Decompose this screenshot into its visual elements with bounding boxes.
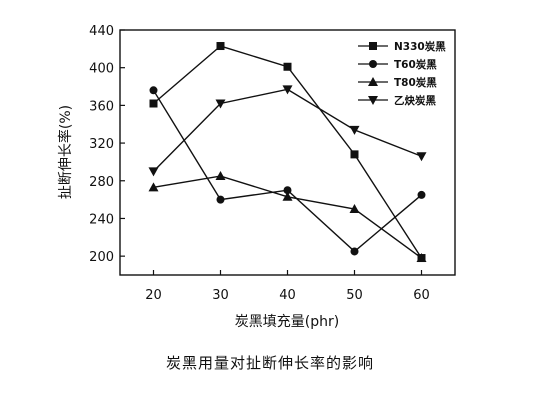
data-point (216, 42, 225, 51)
legend-label: T80炭黑 (394, 76, 437, 89)
legend-label: T60炭黑 (394, 58, 437, 71)
y-tick-label: 400 (89, 62, 114, 77)
series-3 (148, 171, 427, 263)
series-2 (149, 86, 426, 256)
legend-item: N330炭黑 (358, 40, 446, 53)
figure-caption: 炭黑用量对扯断伸长率的影响 (165, 354, 374, 372)
data-point (216, 195, 225, 204)
data-point (283, 186, 292, 195)
x-tick-label: 50 (346, 288, 363, 303)
data-point (349, 125, 360, 135)
x-tick-label: 40 (279, 288, 296, 303)
legend-item: T80炭黑 (358, 76, 437, 89)
data-point (349, 204, 360, 214)
series-line (153, 45, 423, 259)
x-tick-label: 30 (212, 288, 229, 303)
data-point (149, 86, 158, 95)
legend-marker (369, 60, 377, 68)
y-tick-label: 320 (89, 137, 114, 152)
data-point (416, 152, 427, 162)
y-tick-label: 200 (89, 250, 114, 265)
y-tick-label: 240 (89, 212, 114, 227)
x-axis-label: 炭黑填充量(phr) (235, 314, 339, 330)
x-tick-label: 60 (413, 288, 430, 303)
y-tick-label: 280 (89, 175, 114, 190)
data-point (283, 62, 292, 71)
data-point (282, 191, 293, 201)
data-point (149, 99, 158, 108)
y-tick-label: 360 (89, 99, 114, 114)
legend-item: T60炭黑 (358, 58, 437, 71)
data-point (148, 182, 159, 192)
series-layer (148, 42, 427, 263)
series-line (152, 89, 422, 253)
data-point (215, 99, 226, 109)
series-line (153, 88, 422, 172)
data-point (350, 247, 359, 256)
y-axis-label: 扯断伸长率(%) (57, 105, 74, 199)
legend-label: N330炭黑 (394, 40, 446, 53)
data-point (215, 171, 226, 181)
legend-marker (369, 42, 377, 50)
legend-item: 乙炔炭黑 (358, 94, 436, 107)
y-tick-label: 440 (89, 24, 114, 39)
x-tick-label: 20 (145, 288, 162, 303)
series-4 (148, 85, 427, 177)
data-point (417, 190, 426, 199)
data-point (148, 167, 159, 177)
axes: 20 30 40 50 60 200 240 280 320 360 400 440 (89, 24, 430, 303)
data-point (416, 253, 427, 263)
data-point (350, 150, 359, 159)
legend-marker (368, 96, 378, 105)
legend-marker (368, 77, 378, 86)
data-point (282, 85, 293, 95)
legend-label: 乙炔炭黑 (394, 94, 436, 107)
